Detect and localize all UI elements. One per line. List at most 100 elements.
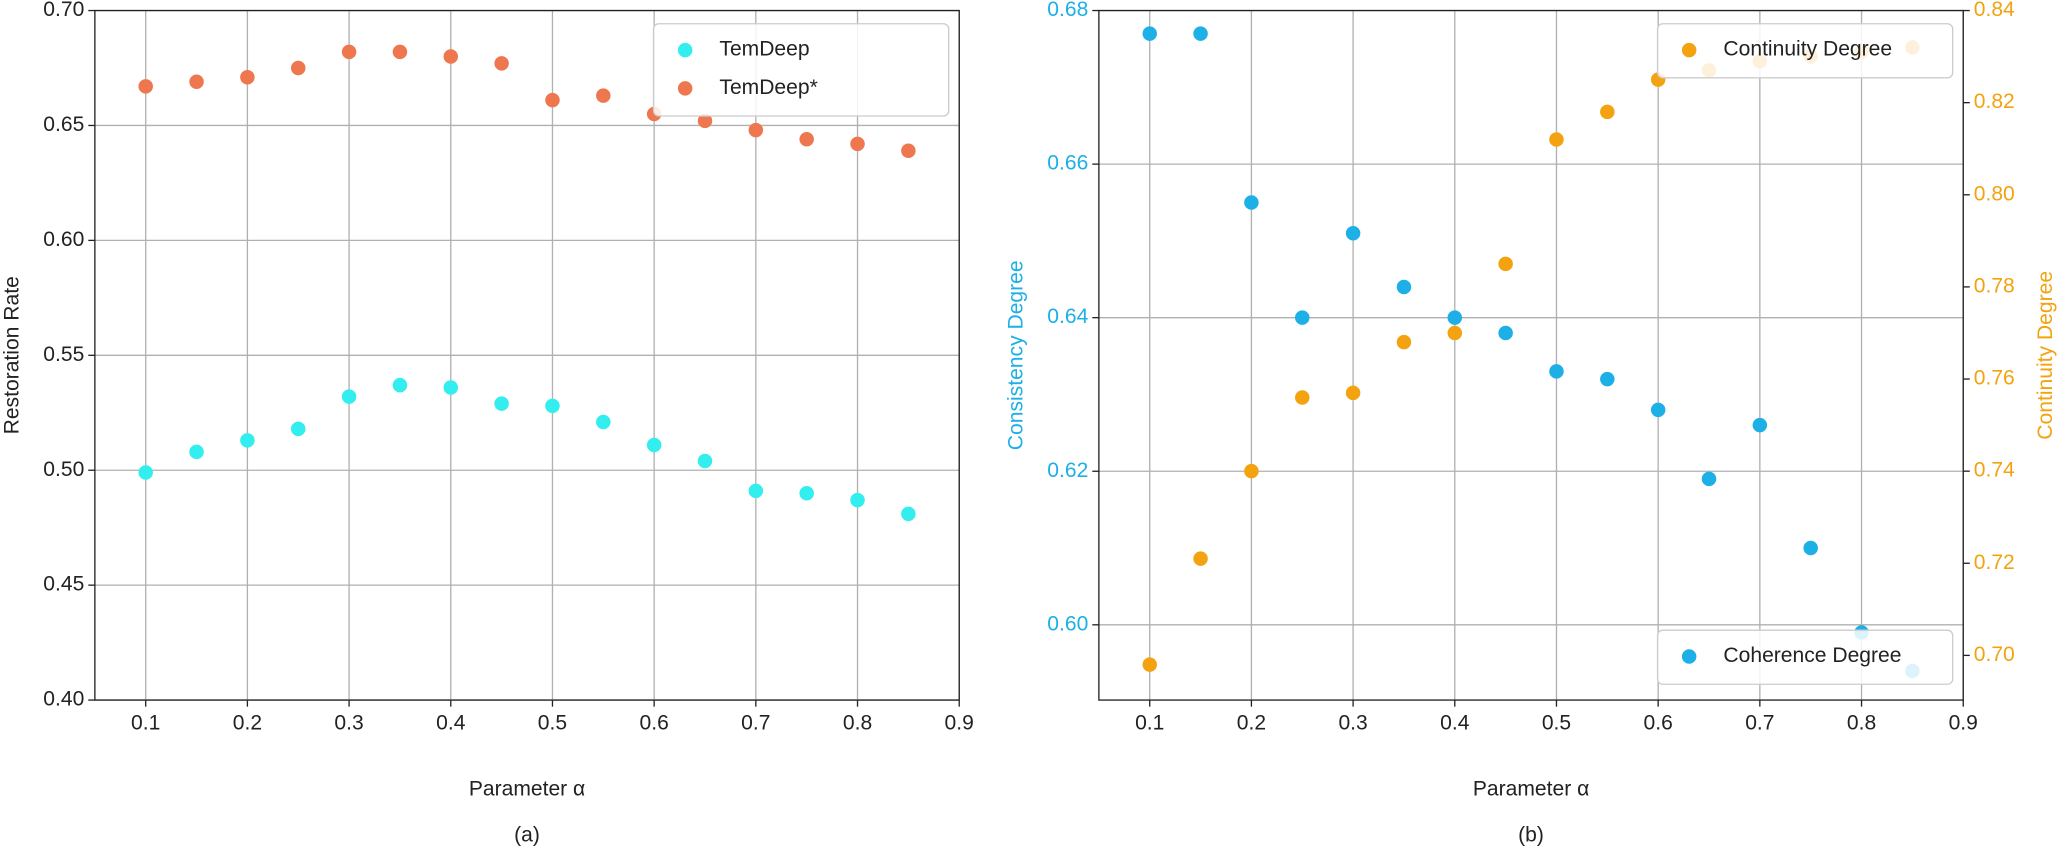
data-point	[545, 398, 560, 414]
x-tick-label: 0.4	[1440, 711, 1470, 734]
data-point	[646, 437, 662, 453]
y2-tick-label: 0.70	[1974, 643, 2015, 666]
data-point	[240, 69, 255, 85]
y-tick-label: 0.40	[43, 688, 84, 711]
legend-marker	[1681, 649, 1697, 664]
data-point	[1396, 279, 1412, 295]
data-point	[290, 60, 306, 76]
x-tick-label: 0.9	[945, 711, 974, 734]
data-point	[1244, 195, 1259, 210]
x-axis-label: Parameter α	[469, 777, 585, 800]
data-point	[1549, 364, 1564, 379]
legend-box	[1656, 629, 1954, 685]
data-point	[1142, 657, 1157, 672]
y-tick-label: 0.66	[1047, 152, 1088, 175]
legend-label: Coherence Degree	[1723, 644, 1901, 667]
x-tick-label: 0.7	[1745, 711, 1774, 734]
data-point	[1498, 256, 1513, 272]
caption: (b)	[1518, 823, 1544, 846]
y2-axis-label: Continuity Degree	[2034, 271, 2057, 440]
data-point	[494, 396, 509, 411]
data-point	[901, 143, 916, 159]
y-tick-label: 0.60	[43, 228, 84, 251]
legend: TemDeep TemDeep*	[652, 23, 950, 117]
y-tick-label: 0.50	[43, 458, 84, 481]
data-point	[748, 122, 764, 138]
x-tick-label: 0.2	[233, 711, 262, 734]
data-point	[901, 506, 916, 522]
data-point	[1549, 132, 1564, 147]
data-point	[1498, 325, 1513, 341]
x-tick-label: 0.2	[1237, 711, 1266, 734]
data-point	[138, 465, 153, 480]
y-tick-label: 0.64	[1047, 305, 1088, 328]
legend-box	[1656, 23, 1954, 79]
data-point	[697, 113, 713, 129]
y-tick-label: 0.70	[43, 0, 84, 21]
x-tick-label: 0.3	[1338, 711, 1367, 734]
legend: Continuity Degree	[1656, 23, 1954, 79]
y-axis-label: Restoration Rate	[1, 276, 24, 434]
y-axis-label: Consistency Degree	[1005, 260, 1028, 450]
x-tick-label: 0.6	[639, 711, 668, 734]
x-tick-label: 0.5	[1542, 711, 1571, 734]
plot-frame	[1098, 9, 1964, 701]
data-point	[1345, 385, 1361, 401]
x-tick-label: 0.6	[1644, 711, 1673, 734]
data-point	[748, 483, 764, 499]
y-tick-label: 0.65	[43, 113, 84, 136]
data-point	[341, 44, 357, 60]
data-point	[1193, 26, 1208, 41]
data-point	[1600, 104, 1615, 120]
legend: Coherence Degree	[1656, 629, 1954, 685]
x-tick-label: 0.4	[436, 711, 466, 734]
y-tick-label: 0.60	[1047, 612, 1088, 635]
data-point	[392, 44, 408, 60]
x-tick-label: 0.5	[538, 711, 567, 734]
data-point	[1244, 463, 1259, 479]
x-tick-label: 0.1	[1135, 711, 1164, 734]
y2-tick-label: 0.80	[1974, 182, 2015, 205]
data-point	[1701, 471, 1717, 487]
data-point	[494, 56, 509, 71]
data-point	[290, 421, 306, 437]
data-point	[799, 485, 814, 501]
data-point	[443, 380, 459, 395]
data-point	[189, 74, 204, 90]
data-point	[1803, 540, 1818, 556]
legend-marker	[677, 42, 693, 58]
data-point	[1142, 26, 1157, 41]
caption: (a)	[514, 823, 540, 846]
data-point	[1345, 225, 1361, 241]
y-tick-label: 0.68	[1047, 0, 1088, 21]
data-point	[596, 414, 611, 430]
y2-tick-label: 0.78	[1974, 274, 2015, 297]
x-tick-label: 0.1	[131, 711, 160, 734]
data-point	[1193, 551, 1208, 566]
legend-marker	[677, 81, 693, 96]
legend-label: Continuity Degree	[1723, 38, 1892, 61]
x-axis-label: Parameter α	[1473, 777, 1589, 800]
data-point	[1295, 390, 1310, 405]
x-tick-label: 0.7	[741, 711, 770, 734]
data-point	[189, 444, 204, 460]
data-point	[138, 79, 153, 94]
data-point	[240, 433, 255, 448]
legend-box	[652, 23, 950, 117]
x-tick-label: 0.8	[843, 711, 872, 734]
data-point	[392, 377, 408, 393]
data-point	[596, 88, 611, 103]
data-point	[850, 136, 865, 152]
y2-tick-label: 0.84	[1974, 0, 2015, 21]
legend-label: TemDeep*	[719, 76, 817, 99]
plot-frame	[94, 9, 960, 701]
y2-tick-label: 0.76	[1974, 367, 2015, 390]
x-tick-label: 0.8	[1847, 711, 1876, 734]
y2-tick-label: 0.82	[1974, 90, 2015, 113]
data-point	[545, 92, 560, 108]
data-point	[1447, 325, 1463, 341]
y-tick-label: 0.62	[1047, 459, 1088, 482]
y2-tick-label: 0.72	[1974, 551, 2015, 574]
legend-marker	[1681, 42, 1697, 58]
